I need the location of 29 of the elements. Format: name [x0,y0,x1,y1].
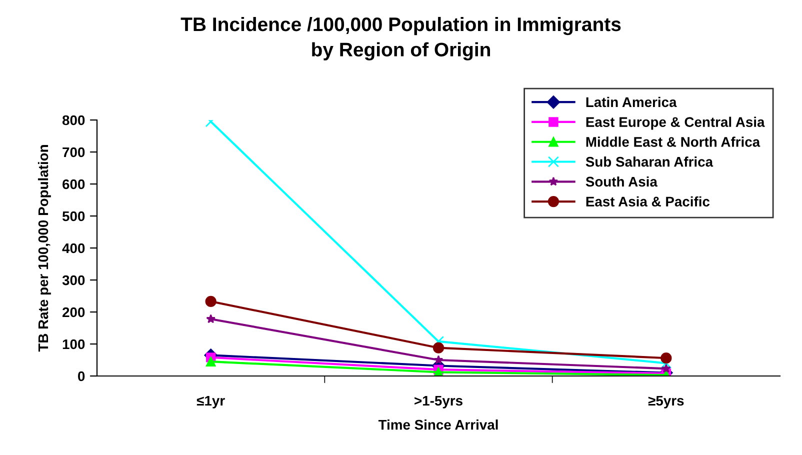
point [432,342,444,354]
y-tick-label: 800 [62,115,85,126]
point [206,314,216,324]
y-tick-label: 100 [62,339,85,350]
point [660,352,672,364]
legend-label: Middle East & North Africa [586,136,760,147]
y-tick-label: 400 [62,243,85,254]
legend-label: East Asia & Pacific [586,196,710,207]
point [662,364,671,373]
y-tick-label: 200 [62,307,85,318]
x-tick-label: ≤1yr [196,396,225,408]
x-tick-label: ≥5yrs [648,396,684,408]
legend-label: South Asia [586,176,658,187]
y-tick-label: 600 [62,179,85,190]
y-axis-title: TB Rate per 100,000 Population [38,145,51,352]
point [206,356,216,366]
point [432,336,444,347]
point [434,355,444,364]
x-tick-label: >1-5yrs [414,396,462,408]
point [205,296,216,307]
y-tick-label: 0 [78,371,85,382]
y-tick-label: 500 [62,211,85,222]
legend-label: Latin America [586,96,677,108]
legend-label: East Europe & Central Asia [586,116,765,130]
x-axis-title: Time Since Arrival [378,420,498,430]
y-tick-label: 700 [62,147,85,158]
y-tick-label: 300 [62,275,85,286]
legend-label: Sub Saharan Africa [586,156,714,167]
chart-title: TB Incidence /100,000 Population in Immigrants by Region of Origin [180,16,621,60]
